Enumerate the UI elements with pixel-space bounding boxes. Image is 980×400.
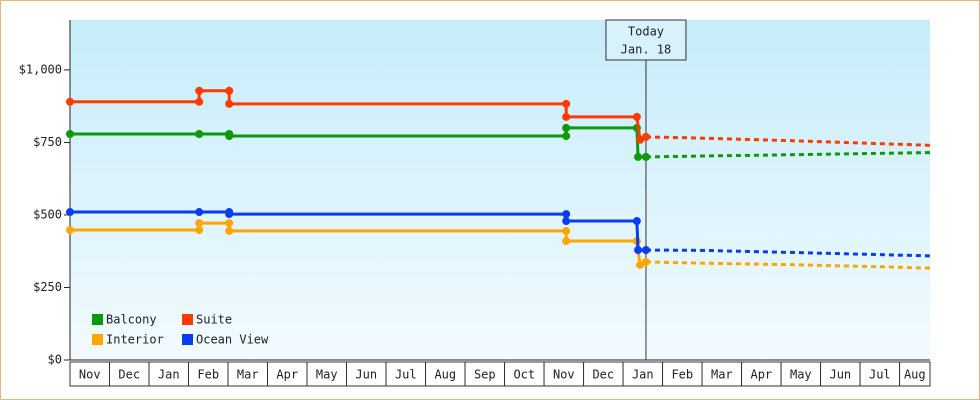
- month-cell: [820, 361, 861, 387]
- price-point: [195, 226, 204, 235]
- price-point: [632, 217, 641, 226]
- legend-label: Interior: [106, 333, 164, 347]
- price-point: [195, 97, 204, 106]
- month-cell: [425, 361, 466, 387]
- x-tick-label: Nov: [553, 368, 575, 382]
- x-tick-label: Jan: [158, 368, 180, 382]
- price-point: [636, 135, 645, 144]
- month-cell: [69, 361, 111, 387]
- price-point: [195, 219, 204, 228]
- y-tick-label: $250: [33, 280, 62, 294]
- y-tick-label: $500: [33, 207, 62, 221]
- price-point: [641, 152, 650, 161]
- x-tick-label: May: [316, 368, 338, 382]
- price-point: [225, 226, 234, 235]
- x-tick-label: Jun: [355, 368, 377, 382]
- month-cell: [227, 361, 269, 387]
- today-title: Today: [628, 25, 664, 39]
- forecast-line: [645, 260, 931, 270]
- month-cell: [899, 361, 931, 387]
- legend-label: Ocean View: [196, 333, 269, 347]
- price-point: [562, 237, 571, 246]
- y-tick-label: $1,000: [19, 62, 62, 76]
- price-point: [562, 112, 571, 121]
- x-tick-label: Jul: [395, 368, 417, 382]
- legend-swatch: [92, 334, 103, 345]
- month-cell: [662, 361, 703, 387]
- price-point: [225, 132, 234, 141]
- price-point: [225, 219, 234, 228]
- x-tick-label: Aug: [434, 368, 456, 382]
- month-cell: [622, 361, 664, 387]
- y-tick-label: $750: [33, 135, 62, 149]
- x-tick-label: Mar: [237, 368, 259, 382]
- x-tick-label: Mar: [711, 368, 733, 382]
- price-point: [641, 132, 650, 141]
- price-point: [562, 99, 571, 108]
- price-point: [641, 246, 650, 255]
- price-point: [225, 86, 234, 95]
- price-point: [634, 246, 643, 255]
- forecast-line: [645, 151, 931, 159]
- price-point: [195, 208, 204, 217]
- price-point: [225, 99, 234, 108]
- today-date: Jan. 18: [621, 43, 672, 57]
- x-tick-label: Jan: [632, 368, 654, 382]
- month-cell: [741, 361, 782, 387]
- price-point: [562, 226, 571, 235]
- price-point: [562, 210, 571, 219]
- legend-swatch: [92, 314, 103, 325]
- legend-label: Suite: [196, 313, 232, 327]
- price-point: [562, 132, 571, 141]
- x-tick-label: Feb: [197, 368, 219, 382]
- forecast-line: [645, 248, 931, 258]
- x-tick-label: Dec: [592, 368, 614, 382]
- x-tick-label: Apr: [276, 368, 298, 382]
- month-cell: [780, 361, 822, 387]
- today-box: [605, 19, 687, 61]
- y-tick-label: $0: [48, 353, 62, 367]
- plot-area: [70, 20, 930, 360]
- month-cell: [109, 361, 150, 387]
- price-point: [66, 130, 74, 139]
- price-point: [225, 210, 234, 219]
- x-tick-label: Dec: [118, 368, 140, 382]
- price-point: [562, 123, 571, 132]
- price-point: [195, 130, 204, 139]
- price-point: [66, 208, 74, 217]
- price-line: [70, 89, 647, 143]
- legend-swatch: [182, 314, 193, 325]
- price-point: [632, 112, 641, 121]
- price-point: [641, 257, 650, 266]
- price-point: [195, 86, 204, 95]
- month-cell: [504, 361, 545, 387]
- x-tick-label: Nov: [79, 368, 101, 382]
- month-cell: [148, 361, 190, 387]
- x-tick-label: Jun: [829, 368, 851, 382]
- price-point: [66, 226, 74, 235]
- legend-swatch: [182, 334, 193, 345]
- month-cell: [188, 361, 229, 387]
- x-tick-label: Sep: [474, 368, 496, 382]
- x-tick-label: May: [790, 368, 812, 382]
- x-tick-label: Aug: [904, 368, 926, 382]
- price-point: [634, 152, 643, 161]
- x-tick-label: Feb: [671, 368, 693, 382]
- price-point: [636, 260, 645, 269]
- price-point: [562, 217, 571, 226]
- forecast-line: [645, 135, 931, 147]
- legend-label: Balcony: [106, 313, 157, 327]
- x-tick-label: Apr: [750, 368, 772, 382]
- month-cell: [859, 361, 901, 387]
- month-cell: [346, 361, 387, 387]
- month-cell: [543, 361, 585, 387]
- x-tick-label: Jul: [869, 368, 891, 382]
- price-point: [66, 97, 74, 106]
- x-tick-label: Oct: [513, 368, 535, 382]
